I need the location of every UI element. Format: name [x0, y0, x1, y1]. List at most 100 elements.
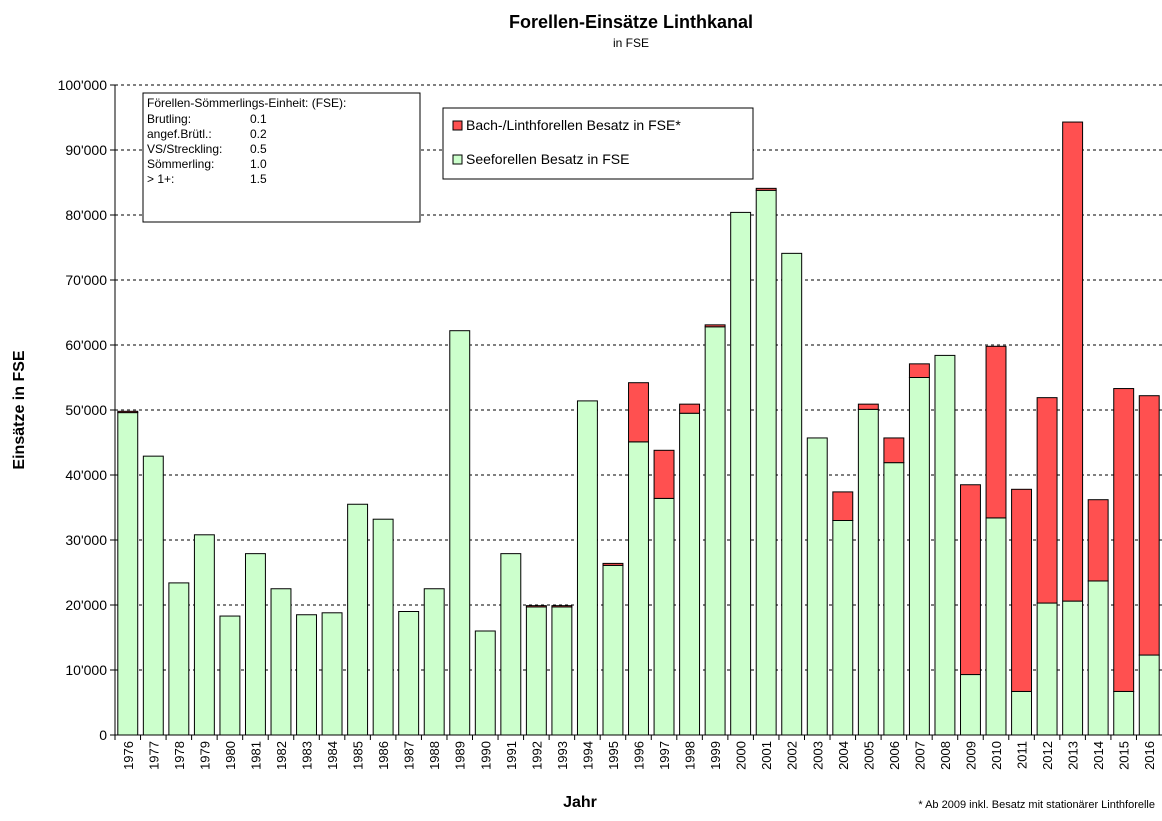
x-axis-label: Jahr [563, 794, 597, 811]
bar-segment [679, 412, 701, 736]
bar-segment [628, 382, 649, 443]
y-tick-label: 20'000 [65, 597, 107, 613]
x-tick-label: 1991 [504, 741, 519, 770]
x-tick-label: 2000 [734, 741, 749, 770]
bar-segment [347, 503, 369, 736]
bar-segment [244, 553, 266, 736]
bar-segment [193, 534, 215, 736]
x-tick-label: 1997 [657, 741, 672, 770]
x-tick-label: 1983 [300, 741, 315, 770]
y-tick-label: 60'000 [65, 337, 107, 353]
y-tick-label: 40'000 [65, 467, 107, 483]
chart-title: Forellen-Einsätze Linthkanal [509, 12, 753, 32]
x-tick-label: 1986 [376, 741, 391, 770]
bar-segment [449, 330, 471, 736]
fse-box-label: Sömmerling: [147, 157, 214, 171]
bar-segment [857, 408, 879, 736]
x-tick-label: 2014 [1091, 741, 1106, 770]
bar-segment [525, 606, 547, 736]
x-tick-label: 1989 [453, 741, 468, 770]
bar-segment [372, 518, 394, 736]
bar-segment [730, 211, 752, 736]
x-tick-label: 1980 [223, 741, 238, 770]
bar-segment [755, 189, 777, 736]
x-tick-label: 2006 [887, 741, 902, 770]
legend-swatch [452, 154, 463, 165]
fse-box-value: 0.5 [250, 142, 267, 156]
bar-segment [117, 410, 139, 414]
x-tick-label: 2012 [1040, 741, 1055, 770]
bar-segment [883, 462, 905, 736]
bar-segment [908, 377, 930, 736]
bar-segment [806, 437, 828, 736]
y-tick-label: 10'000 [65, 662, 107, 678]
bar-segment [883, 437, 905, 464]
bar-segment [525, 605, 547, 608]
bar-segment [1062, 121, 1084, 602]
x-tick-label: 1990 [478, 741, 493, 770]
bar-segment [1087, 580, 1109, 736]
x-tick-label: 2010 [989, 741, 1004, 770]
x-tick-label: 1977 [146, 741, 161, 770]
x-tick-label: 1978 [172, 741, 187, 770]
legend-box [442, 107, 754, 180]
footnote: * Ab 2009 inkl. Besatz mit stationärer L… [918, 799, 1155, 811]
x-tick-label: 2015 [1117, 741, 1132, 770]
bar-segment [653, 497, 675, 736]
bar-segment [423, 588, 445, 736]
x-tick-label: 2003 [810, 741, 825, 770]
x-tick-label: 2007 [912, 741, 927, 770]
bar-segment [1113, 388, 1135, 692]
y-tick-label: 0 [99, 727, 107, 743]
bar-segment [628, 441, 649, 736]
y-tick-label: 70'000 [65, 272, 107, 288]
bar-segment [1113, 690, 1135, 736]
bar-segment [704, 324, 726, 328]
bar-segment [985, 345, 1007, 519]
bar-segment [1062, 600, 1084, 736]
bar-segment [551, 605, 573, 608]
x-tick-label: 2002 [785, 741, 800, 770]
x-tick-label: 2011 [1015, 741, 1030, 769]
bar-segment [576, 400, 598, 736]
bar-segment [1011, 488, 1033, 692]
x-tick-label: 1984 [325, 741, 340, 770]
bar-segment [1138, 654, 1160, 736]
x-tick-label: 1979 [197, 741, 212, 770]
x-tick-label: 2004 [836, 741, 851, 770]
bar-segment [168, 582, 190, 736]
legend-swatch [452, 120, 463, 131]
bar-segment [1036, 602, 1058, 736]
bar-segment [219, 615, 241, 736]
bar-segment [832, 491, 854, 521]
bar-segment [1036, 397, 1058, 604]
y-tick-label: 30'000 [65, 532, 107, 548]
bar-segment [1087, 499, 1109, 582]
x-tick-label: 2013 [1066, 741, 1081, 770]
x-tick-label: 1998 [683, 741, 698, 770]
x-tick-label: 1996 [632, 741, 647, 770]
x-tick-label: 1981 [248, 741, 263, 770]
bar-segment [781, 252, 803, 736]
fse-box-value: 0.1 [250, 112, 267, 126]
bar-segment [755, 187, 777, 191]
bar-segment [1138, 395, 1160, 656]
x-tick-label: 2016 [1142, 741, 1157, 770]
bar-segment [934, 354, 956, 736]
fse-box-title: Förellen-Sömmerlings-Einheit: (FSE): [147, 96, 346, 110]
bar-segment [857, 403, 879, 410]
y-tick-label: 80'000 [65, 207, 107, 223]
x-tick-label: 2005 [861, 741, 876, 770]
fse-box-value: 0.2 [250, 127, 267, 141]
x-tick-label: 1994 [580, 741, 595, 770]
bar-segment [142, 455, 164, 736]
legend-label: Seeforellen Besatz in FSE [466, 151, 629, 167]
fse-box-label: angef.Brütl.: [147, 127, 212, 141]
x-tick-label: 1976 [121, 741, 136, 770]
x-tick-label: 2001 [759, 741, 774, 770]
bar-segment [832, 520, 854, 736]
bar-segment [551, 606, 573, 736]
fse-box-value: 1.0 [250, 157, 267, 171]
bar-segment [960, 674, 981, 736]
